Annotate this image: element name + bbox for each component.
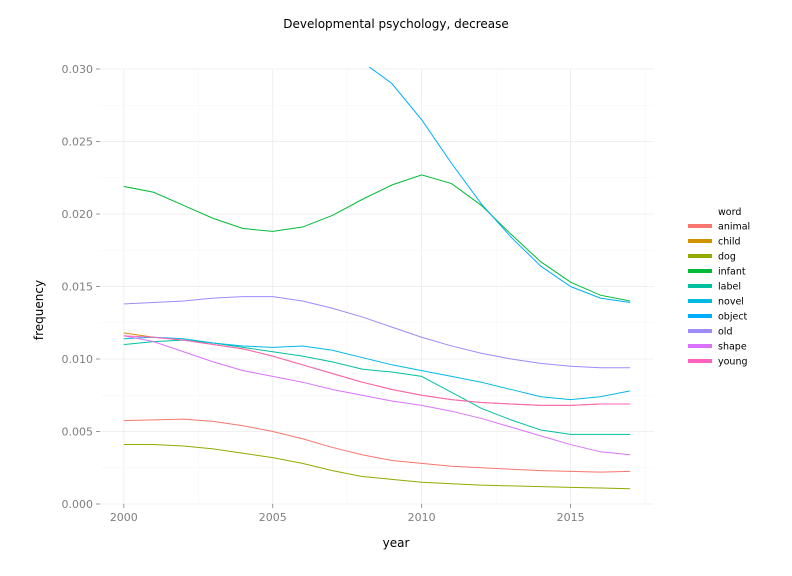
y-tick-label: 0.000 — [62, 498, 94, 511]
legend-label-shape: shape — [718, 342, 747, 353]
legend-label-child: child — [718, 237, 741, 248]
y-axis-title: frequency — [32, 280, 46, 340]
x-axis-ticks: 2000 2005 2010 2015 — [110, 504, 585, 524]
series-line-object — [368, 67, 631, 303]
y-tick-label: 0.010 — [62, 353, 94, 366]
series-line-novel — [123, 336, 631, 401]
y-tick-label: 0.030 — [62, 63, 94, 76]
legend-label-novel: novel — [718, 297, 744, 308]
series-lines — [123, 67, 631, 490]
y-tick-label: 0.015 — [62, 281, 94, 294]
series-line-shape — [123, 335, 631, 456]
series-line-dog — [123, 444, 631, 490]
legend-title: word — [718, 207, 741, 218]
legend-label-infant: infant — [718, 267, 746, 278]
legend: word animal child dog infant label novel objec… — [688, 207, 750, 368]
series-line-infant — [123, 174, 631, 302]
x-axis-title: year — [383, 536, 410, 550]
legend-label-young: young — [718, 357, 748, 368]
series-line-old — [123, 296, 631, 369]
x-tick-label: 2015 — [557, 511, 585, 524]
legend-label-label: label — [718, 282, 741, 293]
legend-label-old: old — [718, 327, 732, 338]
y-tick-label: 0.005 — [62, 426, 94, 439]
x-tick-label: 2000 — [110, 511, 138, 524]
y-tick-label: 0.025 — [62, 136, 94, 149]
y-axis-ticks: 0.000 0.005 0.010 0.015 0.020 0.025 0.030 — [62, 63, 100, 511]
legend-label-dog: dog — [718, 252, 736, 263]
plot-grid — [100, 68, 654, 505]
y-tick-label: 0.020 — [62, 208, 94, 221]
chart-title: Developmental psychology, decrease — [283, 17, 508, 31]
x-tick-label: 2005 — [259, 511, 287, 524]
legend-label-object: object — [718, 312, 748, 323]
x-tick-label: 2010 — [408, 511, 436, 524]
legend-label-animal: animal — [718, 222, 750, 233]
series-line-young — [123, 335, 631, 406]
series-line-child — [123, 332, 631, 406]
series-line-animal — [123, 418, 631, 473]
